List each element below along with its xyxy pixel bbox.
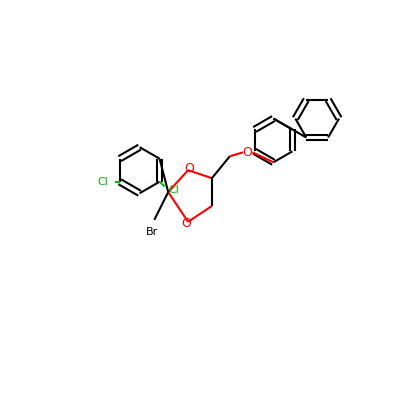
Text: O: O xyxy=(184,162,194,175)
Text: Br: Br xyxy=(146,227,158,237)
Text: O: O xyxy=(243,146,253,159)
Text: Cl: Cl xyxy=(97,177,108,187)
Text: Cl: Cl xyxy=(169,186,180,196)
Text: O: O xyxy=(181,217,191,230)
